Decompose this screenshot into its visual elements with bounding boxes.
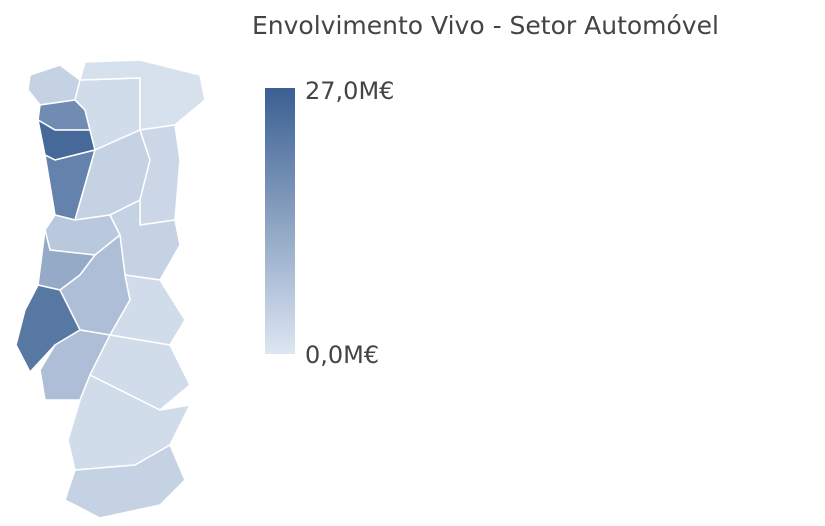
region bbox=[15, 284, 81, 373]
region bbox=[139, 124, 181, 226]
region bbox=[27, 64, 81, 106]
region bbox=[79, 59, 206, 131]
map bbox=[15, 59, 206, 519]
legend-min-label: 0,0M€ bbox=[305, 341, 379, 369]
region bbox=[64, 444, 186, 519]
legend-max-label: 27,0M€ bbox=[305, 77, 394, 105]
region bbox=[89, 334, 191, 411]
legend-color-bar bbox=[265, 88, 295, 354]
chart-title: Envolvimento Vivo - Setor Automóvel bbox=[252, 11, 719, 40]
